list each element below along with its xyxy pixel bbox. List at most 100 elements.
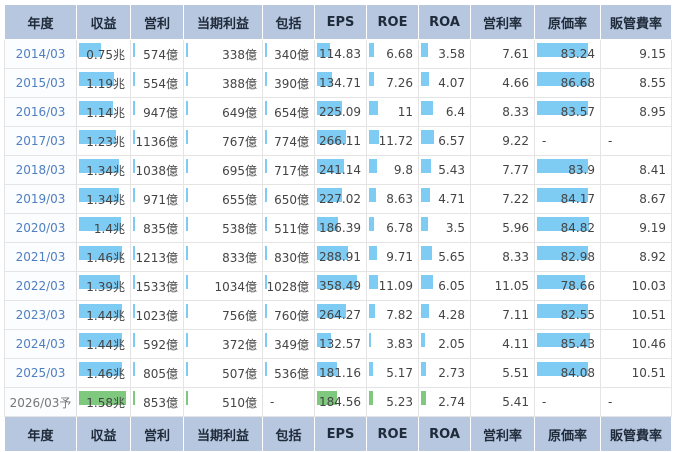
operating-profit-value: 805億: [143, 366, 178, 381]
fiscal-year-link[interactable]: 2025/03: [4, 358, 77, 388]
revenue-bar: [79, 159, 119, 173]
sga-ratio-cell: -: [600, 126, 672, 156]
comprehensive-income-cell: 390億: [262, 68, 315, 98]
table-row: 2015/03 1.19兆 554億 388億 390億 134.71 7.26 4.07 4.…: [4, 68, 672, 98]
cost-ratio-value: -: [542, 395, 547, 409]
eps-cell: 266.11: [314, 126, 367, 156]
roe-bar: [369, 43, 374, 57]
comprehensive-income-cell: 349億: [262, 329, 315, 359]
column-footer-net-income[interactable]: 当期利益: [183, 416, 263, 452]
revenue-value: 1.4兆: [93, 221, 125, 236]
roe-cell: 5.23: [366, 387, 419, 417]
column-footer-cost-ratio[interactable]: 原価率: [534, 416, 601, 452]
sga-ratio-cell: 8.95: [600, 97, 672, 127]
roe-value: 11: [397, 105, 413, 119]
eps-cell: 358.49: [314, 271, 367, 301]
revenue-value: 0.75兆: [86, 47, 125, 62]
net-income-bar: [186, 72, 188, 86]
column-header-comprehensive-income[interactable]: 包括: [262, 4, 315, 40]
roa-bar: [421, 246, 432, 260]
net-income-cell: 767億: [183, 126, 263, 156]
net-income-bar: [186, 101, 188, 115]
net-income-cell: 338億: [183, 39, 263, 69]
roa-value: 6.4: [445, 105, 465, 119]
roe-bar: [369, 246, 377, 260]
column-footer-comprehensive-income[interactable]: 包括: [262, 416, 315, 452]
fiscal-year-link[interactable]: 2022/03: [4, 271, 77, 301]
cost-ratio-bar: [537, 72, 590, 86]
operating-profit-cell: 1533億: [130, 271, 184, 301]
revenue-bar: [79, 362, 122, 376]
column-footer-operating-profit[interactable]: 営利: [130, 416, 184, 452]
column-footer-eps[interactable]: EPS: [314, 416, 367, 452]
operating-margin-cell: 7.61: [470, 39, 535, 69]
roa-cell: 5.65: [418, 242, 471, 272]
fiscal-year-link[interactable]: 2024/03: [4, 329, 77, 359]
operating-profit-bar: [133, 362, 135, 376]
column-footer-sga-ratio[interactable]: 販管費率: [600, 416, 672, 452]
operating-margin-cell: 7.77: [470, 155, 535, 185]
operating-profit-value: 947億: [143, 105, 178, 120]
fiscal-year-link[interactable]: 2026/03予: [4, 387, 77, 417]
roe-value: 5.17: [386, 366, 413, 380]
roa-cell: 2.74: [418, 387, 471, 417]
column-header-sga-ratio[interactable]: 販管費率: [600, 4, 672, 40]
fiscal-year-link[interactable]: 2015/03: [4, 68, 77, 98]
fiscal-year-link[interactable]: 2016/03: [4, 97, 77, 127]
fiscal-year-link[interactable]: 2017/03: [4, 126, 77, 156]
roe-value: 9.8: [393, 163, 413, 177]
net-income-value: 507億: [222, 366, 257, 381]
operating-profit-value: 574億: [143, 47, 178, 62]
eps-cell: 134.71: [314, 68, 367, 98]
table-row: 2024/03 1.44兆 592億 372億 349億 132.57 3.83 2.05 4.…: [4, 329, 672, 359]
fiscal-year-link[interactable]: 2023/03: [4, 300, 77, 330]
table-row: 2022/03 1.39兆 1533億 1034億 1028億 358.49 11.09 6.…: [4, 271, 672, 301]
revenue-bar: [79, 391, 126, 405]
comprehensive-income-cell: 654億: [262, 97, 315, 127]
net-income-bar: [186, 333, 188, 347]
operating-margin-cell: 5.41: [470, 387, 535, 417]
column-footer-roa[interactable]: ROA: [418, 416, 471, 452]
sga-ratio-cell: 9.15: [600, 39, 672, 69]
column-header-operating-profit[interactable]: 営利: [130, 4, 184, 40]
cost-ratio-bar: [537, 217, 589, 231]
column-footer-operating-margin[interactable]: 営利率: [470, 416, 535, 452]
sga-ratio-value: -: [608, 395, 613, 409]
eps-cell: 241.14: [314, 155, 367, 185]
comprehensive-income-bar: [265, 217, 267, 231]
fiscal-year-link[interactable]: 2020/03: [4, 213, 77, 243]
column-header-eps[interactable]: EPS: [314, 4, 367, 40]
column-header-cost-ratio[interactable]: 原価率: [534, 4, 601, 40]
fiscal-year-link[interactable]: 2014/03: [4, 39, 77, 69]
sga-ratio-value: 8.55: [639, 76, 666, 90]
net-income-cell: 1034億: [183, 271, 263, 301]
column-header-operating-margin[interactable]: 営利率: [470, 4, 535, 40]
roe-bar: [369, 391, 373, 405]
operating-profit-cell: 1213億: [130, 242, 184, 272]
comprehensive-income-value: 340億: [274, 47, 309, 62]
roa-value: 5.65: [438, 250, 465, 264]
net-income-value: 388億: [222, 76, 257, 91]
column-header-net-income[interactable]: 当期利益: [183, 4, 263, 40]
revenue-cell: 0.75兆: [76, 39, 131, 69]
column-header-year[interactable]: 年度: [4, 4, 77, 40]
column-footer-roe[interactable]: ROE: [366, 416, 419, 452]
column-header-roa[interactable]: ROA: [418, 4, 471, 40]
column-header-revenue[interactable]: 収益: [76, 4, 131, 40]
eps-bar: [317, 246, 348, 260]
fiscal-year-link[interactable]: 2018/03: [4, 155, 77, 185]
column-footer-revenue[interactable]: 収益: [76, 416, 131, 452]
comprehensive-income-cell: 774億: [262, 126, 315, 156]
operating-margin-cell: 11.05: [470, 271, 535, 301]
operating-margin-cell: 5.51: [470, 358, 535, 388]
column-header-roe[interactable]: ROE: [366, 4, 419, 40]
column-footer-year[interactable]: 年度: [4, 416, 77, 452]
net-income-cell: 649億: [183, 97, 263, 127]
net-income-value: 649億: [222, 105, 257, 120]
roe-cell: 6.68: [366, 39, 419, 69]
eps-value: 227.02: [319, 192, 361, 206]
operating-profit-bar: [133, 159, 135, 173]
net-income-cell: 388億: [183, 68, 263, 98]
fiscal-year-link[interactable]: 2021/03: [4, 242, 77, 272]
fiscal-year-link[interactable]: 2019/03: [4, 184, 77, 214]
